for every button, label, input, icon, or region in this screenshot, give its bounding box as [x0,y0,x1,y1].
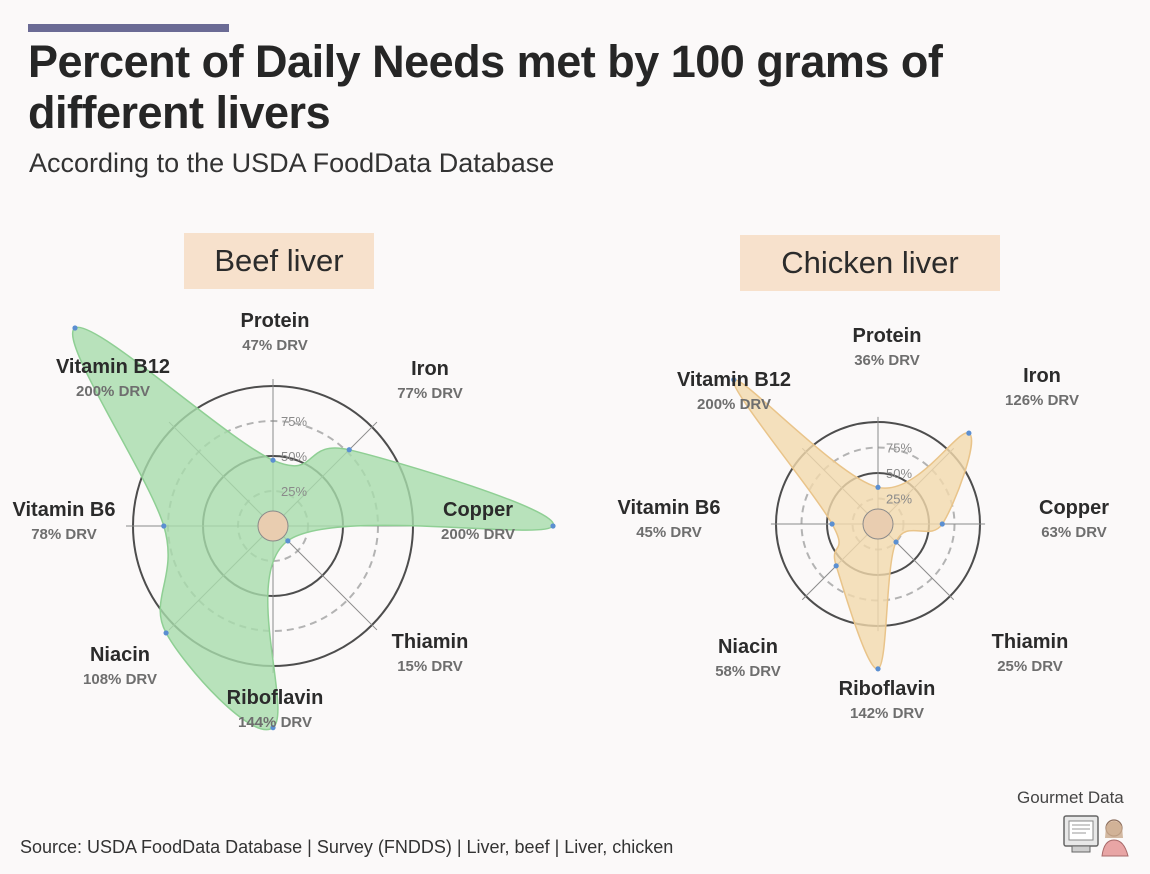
beef-ring-label-50: 50% [281,449,307,464]
beef-axis-label-3: Thiamin [392,631,469,653]
beef-point-0 [270,457,276,463]
beef-point-4 [270,725,276,731]
beef-point-1 [346,447,352,453]
beef-axis-label-7: Vitamin B12 [56,356,170,378]
beef-axis-label-5: Niacin [90,644,150,666]
beef-axis-label-0: Protein [241,310,310,332]
chicken-value-label-0: 36% DRV [854,352,920,369]
chicken-axis-label-2: Copper [1039,497,1109,519]
chicken-data-area [732,379,973,670]
beef-point-2 [550,523,556,529]
beef-spoke [272,525,378,631]
beef-value-label-7: 200% DRV [76,383,150,400]
chicken-value-label-3: 25% DRV [997,658,1063,675]
beef-ring-label-75: 75% [281,414,307,429]
beef-value-label-5: 108% DRV [83,671,157,688]
chicken-value-label-4: 142% DRV [850,705,924,722]
chicken-value-label-7: 200% DRV [697,396,771,413]
beef-center-disc [257,510,289,542]
chicken-axis-label-0: Protein [853,325,922,347]
beef-value-label-2: 200% DRV [441,526,515,543]
chicken-axis-label-7: Vitamin B12 [677,369,791,391]
beef-point-7 [72,325,78,331]
chicken-point-7 [731,377,737,383]
chicken-value-label-5: 58% DRV [715,663,781,680]
chicken-ring-label-50: 50% [886,466,912,481]
chicken-point-4 [875,666,881,672]
beef-axis-label-2: Copper [443,499,513,521]
beef-axis-label-1: Iron [411,358,449,380]
chicken-axis-label-5: Niacin [718,636,778,658]
beef-value-label-6: 78% DRV [31,526,97,543]
beef-point-5 [163,630,169,636]
chicken-point-1 [966,430,972,436]
page-title: Percent of Daily Needs met by 100 grams … [28,36,943,138]
chicken-axis-label-3: Thiamin [992,631,1069,653]
chicken-axis-label-4: Riboflavin [839,678,936,700]
brand-name: Gourmet Data [1017,788,1124,807]
beef-value-label-1: 77% DRV [397,385,463,402]
chicken-value-label-1: 126% DRV [1005,392,1079,409]
beef-value-label-0: 47% DRV [242,337,308,354]
chicken-value-label-2: 63% DRV [1041,524,1107,541]
chicken-value-label-6: 45% DRV [636,524,702,541]
chicken-ring-label-25: 25% [886,492,912,507]
title-accent-bar [28,24,229,32]
source-note: Source: USDA FoodData Database | Survey … [20,837,674,857]
beef-value-label-3: 15% DRV [397,658,463,675]
chicken-point-6 [829,521,835,527]
chicken-center-disc [862,508,894,540]
computer-illustration-icon [1063,815,1129,857]
page-subtitle: According to the USDA FoodData Database [29,148,555,178]
beef-value-label-4: 144% DRV [238,714,312,731]
chicken-point-2 [939,521,945,527]
beef-liver-label: Beef liver [184,233,374,289]
beef-data-area [72,326,554,731]
chicken-point-0 [875,484,881,490]
beef-axis-label-6: Vitamin B6 [13,499,116,521]
chicken-point-5 [833,563,839,569]
chicken-axis-label-1: Iron [1023,365,1061,387]
beef-point-3 [285,538,291,544]
beef-ring-label-25: 25% [281,484,307,499]
beef-point-6 [161,523,167,529]
chicken-liver-label: Chicken liver [740,235,1000,291]
chicken-axis-label-6: Vitamin B6 [618,497,721,519]
chicken-point-3 [893,539,899,545]
beef-axis-label-4: Riboflavin [227,687,324,709]
chicken-ring-label-75: 75% [886,441,912,456]
